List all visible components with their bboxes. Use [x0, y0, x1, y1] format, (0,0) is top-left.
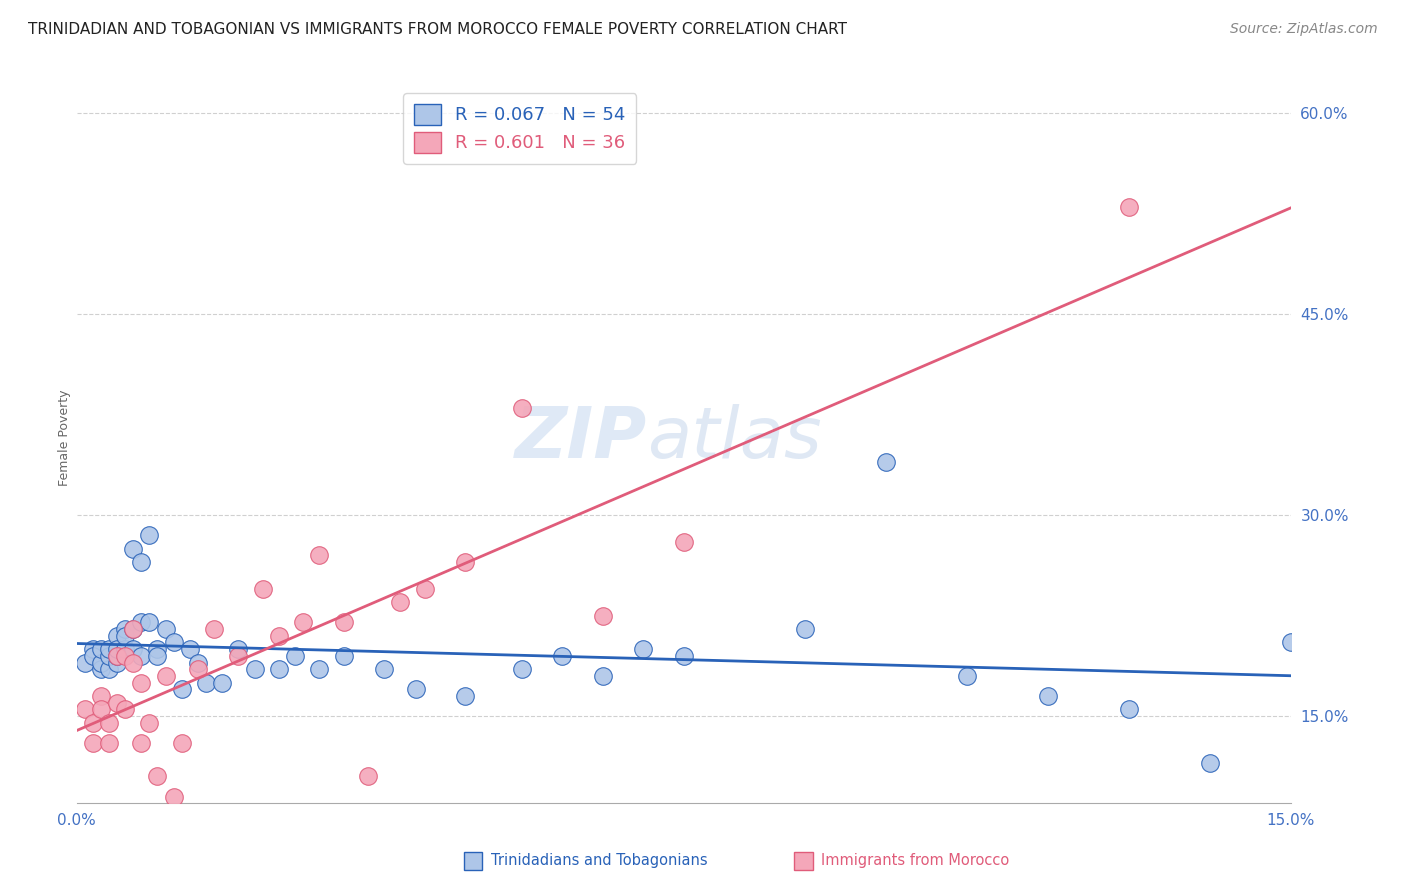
Point	[211, 675, 233, 690]
Point	[228, 648, 250, 663]
Point	[413, 582, 436, 596]
Point	[1036, 689, 1059, 703]
Point	[122, 622, 145, 636]
Point	[90, 662, 112, 676]
Point	[105, 696, 128, 710]
Point	[267, 629, 290, 643]
Point	[138, 615, 160, 630]
Point	[105, 648, 128, 663]
Point	[672, 535, 695, 549]
Point	[1118, 702, 1140, 716]
Y-axis label: Female Poverty: Female Poverty	[58, 390, 70, 486]
Point	[122, 541, 145, 556]
Point	[90, 642, 112, 657]
Text: Source: ZipAtlas.com: Source: ZipAtlas.com	[1230, 22, 1378, 37]
Point	[179, 642, 201, 657]
Point	[170, 736, 193, 750]
Text: atlas: atlas	[647, 403, 821, 473]
Point	[138, 528, 160, 542]
Point	[875, 454, 897, 468]
Point	[82, 715, 104, 730]
Point	[82, 642, 104, 657]
Point	[405, 682, 427, 697]
Point	[163, 635, 186, 649]
Point	[114, 629, 136, 643]
Point	[252, 582, 274, 596]
Point	[73, 702, 96, 716]
Point	[105, 656, 128, 670]
Point	[131, 555, 153, 569]
Point	[131, 675, 153, 690]
Point	[956, 669, 979, 683]
Text: Immigrants from Morocco: Immigrants from Morocco	[821, 854, 1010, 868]
Point	[155, 622, 177, 636]
Legend: R = 0.067   N = 54, R = 0.601   N = 36: R = 0.067 N = 54, R = 0.601 N = 36	[404, 93, 637, 163]
Point	[308, 662, 330, 676]
Point	[1279, 635, 1302, 649]
Point	[187, 656, 209, 670]
Point	[163, 789, 186, 804]
Point	[97, 715, 120, 730]
Text: ZIP: ZIP	[515, 403, 647, 473]
Point	[146, 769, 169, 783]
Point	[389, 595, 412, 609]
Point	[105, 629, 128, 643]
Point	[97, 648, 120, 663]
Point	[357, 769, 380, 783]
Point	[373, 662, 395, 676]
Point	[454, 689, 477, 703]
Point	[122, 622, 145, 636]
Point	[672, 648, 695, 663]
Point	[97, 662, 120, 676]
Point	[138, 715, 160, 730]
Point	[114, 622, 136, 636]
Point	[510, 401, 533, 415]
Point	[243, 662, 266, 676]
Point	[332, 615, 354, 630]
Point	[114, 648, 136, 663]
Point	[332, 648, 354, 663]
Text: Trinidadians and Tobagonians: Trinidadians and Tobagonians	[491, 854, 707, 868]
Point	[631, 642, 654, 657]
Point	[551, 648, 574, 663]
Point	[114, 642, 136, 657]
Point	[146, 648, 169, 663]
Point	[90, 702, 112, 716]
Point	[122, 642, 145, 657]
Point	[454, 555, 477, 569]
Point	[592, 608, 614, 623]
Point	[187, 662, 209, 676]
Point	[308, 549, 330, 563]
Point	[90, 689, 112, 703]
Point	[146, 642, 169, 657]
Point	[82, 648, 104, 663]
Point	[82, 736, 104, 750]
Point	[90, 656, 112, 670]
Point	[267, 662, 290, 676]
Point	[114, 702, 136, 716]
Point	[97, 642, 120, 657]
Point	[592, 669, 614, 683]
Point	[105, 642, 128, 657]
Point	[131, 615, 153, 630]
Point	[228, 642, 250, 657]
Point	[510, 662, 533, 676]
Point	[284, 648, 307, 663]
Point	[195, 675, 218, 690]
Point	[155, 669, 177, 683]
Point	[97, 736, 120, 750]
Point	[292, 615, 315, 630]
Point	[170, 682, 193, 697]
Point	[794, 622, 817, 636]
Point	[131, 648, 153, 663]
Point	[122, 656, 145, 670]
Point	[1118, 200, 1140, 214]
Point	[73, 656, 96, 670]
Point	[105, 648, 128, 663]
Point	[202, 622, 225, 636]
Text: TRINIDADIAN AND TOBAGONIAN VS IMMIGRANTS FROM MOROCCO FEMALE POVERTY CORRELATION: TRINIDADIAN AND TOBAGONIAN VS IMMIGRANTS…	[28, 22, 848, 37]
Point	[131, 736, 153, 750]
Point	[1198, 756, 1220, 770]
